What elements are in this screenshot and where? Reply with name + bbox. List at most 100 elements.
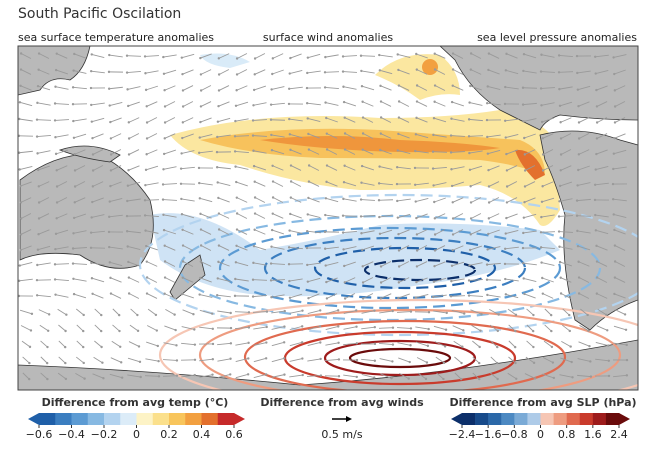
wind-arrow — [398, 245, 410, 251]
wind-arrow-head — [270, 133, 273, 137]
wind-arrow — [145, 358, 159, 362]
wind-arrow — [19, 261, 33, 267]
wind-arrow-head — [217, 73, 221, 76]
wind-arrow-head — [337, 358, 341, 361]
wind-arrow-head — [89, 86, 93, 90]
wind-arrow-head — [486, 293, 489, 297]
wind-arrow — [164, 261, 176, 267]
wind-arrow-head — [449, 151, 453, 154]
wind-arrow — [146, 261, 158, 267]
wind-arrow — [380, 261, 392, 267]
wind-arrow — [93, 356, 103, 364]
wind-arrow — [398, 133, 410, 139]
wind-arrow-head — [539, 70, 543, 73]
wind-arrow — [541, 117, 555, 123]
wind-arrow — [19, 101, 33, 107]
wind-arrow-head — [587, 329, 590, 332]
wind-arrow — [380, 293, 392, 299]
wind-arrow-head — [577, 104, 580, 108]
wind-arrow-head — [180, 152, 183, 155]
wind-arrow — [577, 230, 591, 234]
wind-arrow-head — [306, 280, 310, 283]
wind-arrow-head — [109, 137, 113, 140]
wind-arrow-head — [247, 357, 250, 360]
wind-arrow — [91, 214, 105, 218]
wind-arrow — [380, 133, 392, 139]
wind-arrow-head — [72, 136, 76, 139]
wind-arrow-head — [478, 377, 481, 381]
wind-arrow — [254, 213, 266, 219]
wind-arrow-head — [425, 361, 429, 364]
wind-arrow-head — [91, 136, 94, 140]
wind-arrow — [470, 85, 482, 91]
wind-arrow — [271, 149, 285, 155]
wind-arrow — [199, 182, 213, 186]
wind-arrow-head — [575, 54, 579, 58]
wind-arrow-head — [397, 84, 401, 87]
wind-arrow — [380, 85, 392, 91]
wind-arrow — [235, 278, 249, 282]
wind-arrow-head — [179, 167, 183, 170]
wind-arrow-head — [557, 230, 561, 233]
wind-arrow — [542, 293, 554, 299]
wind-arrow-head — [144, 72, 147, 75]
wind-arrow — [417, 372, 427, 380]
wind-arrow-head — [180, 213, 184, 216]
wind-arrow-head — [540, 261, 543, 264]
wind-arrow-head — [379, 116, 383, 119]
wind-arrow-head — [468, 151, 471, 155]
wind-arrow-head — [36, 152, 39, 155]
wind-arrow-head — [539, 246, 543, 249]
wind-arrow — [577, 245, 591, 251]
wind-arrow — [578, 133, 590, 139]
wind-arrow-head — [433, 200, 436, 204]
wind-arrow — [454, 356, 462, 364]
colorbar-bin — [39, 413, 56, 425]
colorbar-bin — [201, 413, 219, 425]
wind-arrow — [578, 341, 590, 347]
wind-arrow — [56, 69, 68, 75]
wind-arrow-head — [163, 276, 167, 279]
wind-arrow — [343, 246, 357, 250]
wind-arrow — [235, 261, 249, 267]
wind-arrow — [74, 197, 86, 203]
wind-arrow — [559, 101, 573, 107]
wind-arrow — [326, 277, 338, 283]
wind-arrow-head — [325, 148, 329, 151]
wind-arrow — [56, 181, 68, 187]
wind-arrow-head — [37, 52, 41, 55]
wind-arrow-head — [487, 232, 490, 236]
wind-arrow — [415, 341, 429, 347]
wind-arrow-head — [305, 102, 309, 105]
wind-arrow-head — [378, 165, 381, 168]
wind-arrow — [505, 86, 519, 90]
wind-arrow — [40, 372, 48, 380]
wind-arrow — [74, 213, 86, 219]
wind-arrow-head — [37, 201, 41, 204]
wind-arrow — [37, 119, 51, 121]
wind-arrow-head — [119, 345, 122, 348]
wind-arrow-head — [496, 377, 499, 381]
wind-arrow — [146, 293, 158, 299]
colorbar-bin — [514, 413, 528, 425]
wind-arrow — [217, 342, 231, 346]
wind-arrow-head — [613, 105, 617, 108]
wind-arrow-head — [377, 199, 381, 202]
wind-arrow — [308, 165, 320, 171]
wind-arrow-head — [409, 344, 412, 347]
wind-arrow — [596, 277, 608, 283]
wind-arrow — [577, 358, 591, 362]
wind-arrow — [326, 149, 338, 155]
wind-arrow — [164, 245, 176, 251]
wind-arrow — [489, 324, 499, 332]
wind-arrow-head — [109, 276, 112, 280]
wind-arrow-head — [306, 263, 309, 267]
wind-arrow — [91, 262, 105, 266]
wind-arrow-head — [613, 72, 616, 76]
wind-arrow — [56, 165, 68, 171]
wind-arrow-head — [433, 217, 437, 220]
wind-arrow-head — [432, 117, 436, 120]
wind-arrow-head — [199, 120, 202, 124]
wind-arrow — [217, 277, 231, 283]
wind-arrow-head — [449, 134, 453, 137]
